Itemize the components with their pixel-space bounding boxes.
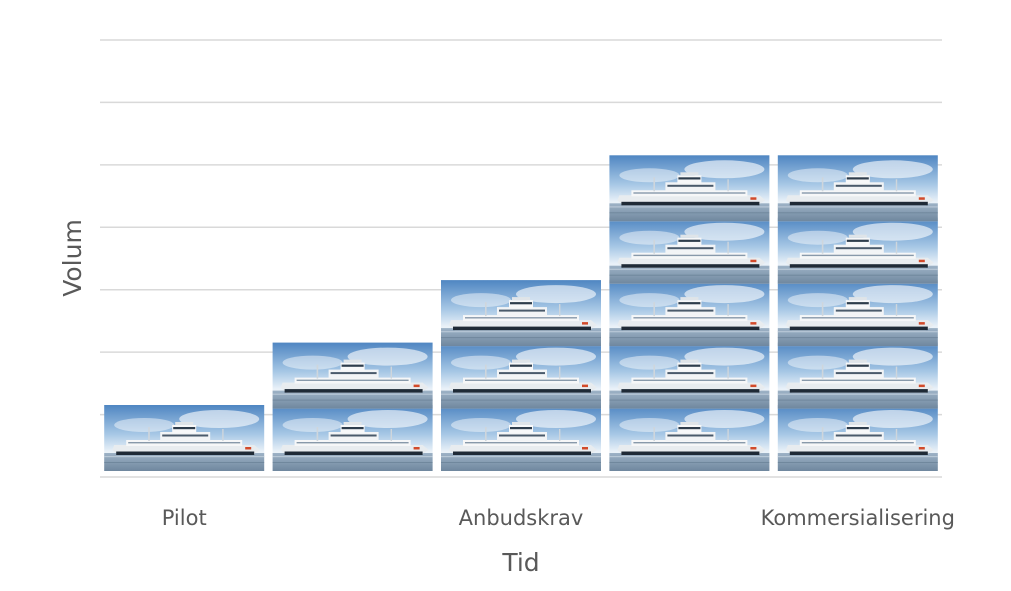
- ferry-picture-icon: [777, 405, 938, 471]
- bar-3: [441, 280, 601, 471]
- bar-4: [609, 155, 770, 471]
- ferry-picture-icon: [777, 342, 938, 409]
- ferry-picture-icon: [441, 405, 601, 471]
- ferry-picture-icon: [441, 342, 601, 409]
- ferry-picture-icon: [777, 280, 938, 347]
- x-axis-title: Tid: [501, 548, 539, 577]
- bar-2: [272, 342, 433, 471]
- bars: [104, 155, 938, 471]
- ferry-picture-icon: [272, 342, 433, 409]
- ferry-picture-icon: [777, 217, 938, 284]
- x-tick-label: Anbudskrav: [459, 506, 584, 530]
- x-tick-label: Pilot: [162, 506, 207, 530]
- ferry-picture-icon: [441, 280, 601, 347]
- ferry-picture-icon: [609, 280, 770, 347]
- ferry-picture-icon: [609, 405, 770, 471]
- ferry-picture-icon: [609, 155, 770, 222]
- ferry-picture-icon: [104, 405, 265, 471]
- bar-1: [104, 405, 265, 471]
- tick-labels: Pilot Anbudskrav Kommersialisering: [162, 506, 955, 530]
- bar-5: [777, 155, 938, 471]
- ferry-picture-icon: [609, 217, 770, 284]
- y-axis-title: Volum: [58, 219, 87, 297]
- ferry-picture-icon: [777, 155, 938, 222]
- x-tick-label: Kommersialisering: [761, 506, 955, 530]
- ferry-picture-icon: [272, 405, 433, 471]
- ferry-picture-icon: [609, 342, 770, 409]
